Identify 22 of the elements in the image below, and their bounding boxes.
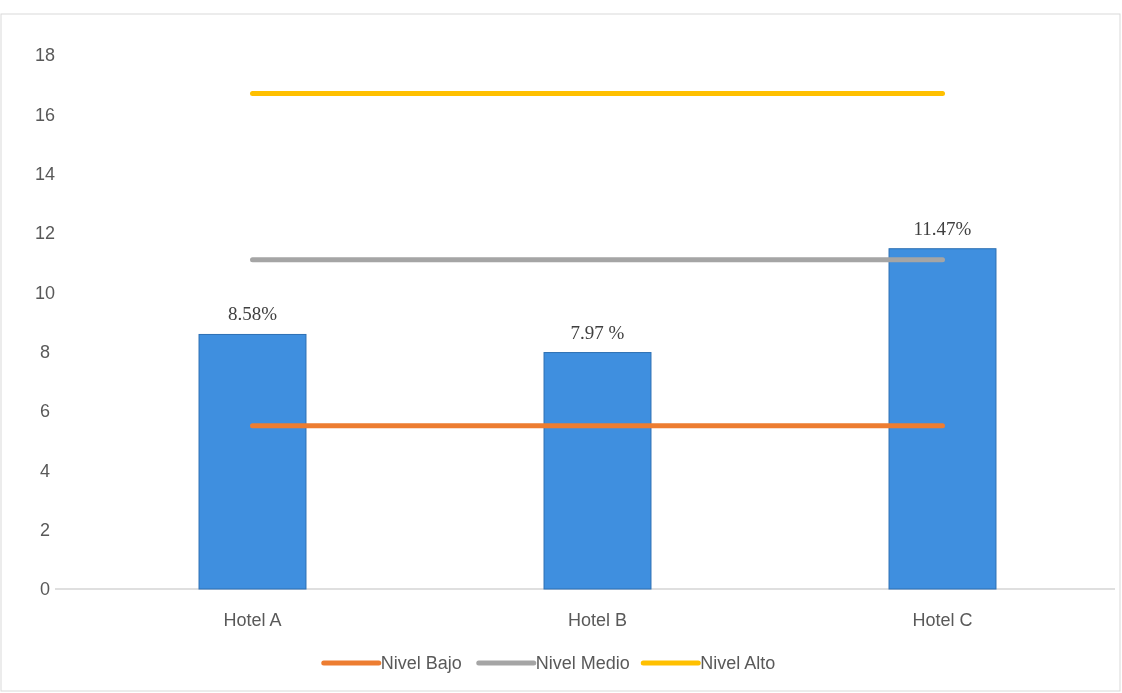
- y-tick-label: 6: [39, 401, 51, 422]
- y-tick-label: 18: [34, 45, 56, 66]
- y-tick-label: 4: [39, 460, 51, 481]
- data-label: 8.58%: [227, 303, 278, 325]
- y-tick-label: 12: [34, 223, 56, 244]
- legend-label: Nivel Alto: [700, 653, 776, 674]
- y-tick-label: 2: [39, 519, 51, 540]
- bar: [198, 333, 307, 590]
- y-tick-label: 8: [39, 341, 51, 362]
- y-tick-label: 16: [34, 104, 56, 125]
- x-tick-label: Hotel C: [912, 610, 973, 630]
- bar: [543, 352, 652, 590]
- y-tick-label: 10: [34, 282, 56, 303]
- bar: [888, 248, 997, 590]
- data-label: 7.97 %: [570, 321, 625, 343]
- y-tick-label: 14: [34, 163, 56, 184]
- legend-label: Nivel Medio: [535, 653, 630, 674]
- data-label: 11.47%: [913, 217, 972, 239]
- x-tick-label: Hotel A: [223, 610, 282, 630]
- y-tick-label: 0: [39, 579, 51, 600]
- legend-label: Nivel Bajo: [380, 653, 462, 674]
- x-tick-label: Hotel B: [567, 610, 628, 630]
